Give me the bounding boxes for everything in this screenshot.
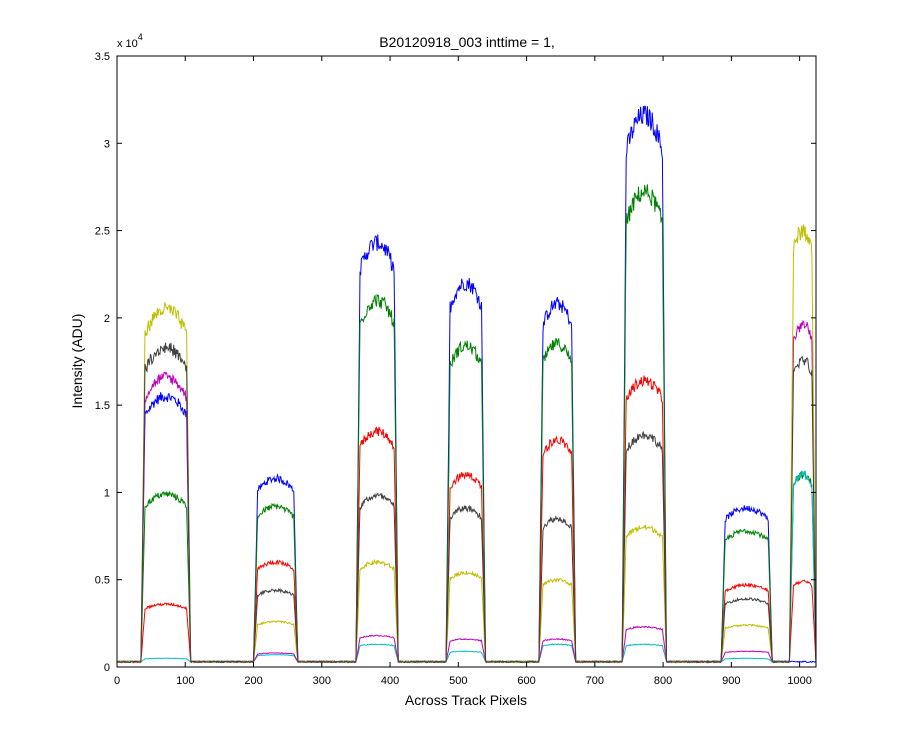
x-tick-label: 400 [381, 675, 399, 687]
series-layer [116, 105, 817, 664]
y-tick-label: 3 [104, 138, 110, 150]
x-tick-label: 300 [313, 675, 331, 687]
x-tick-label: 200 [244, 675, 262, 687]
x-tick-label: 500 [449, 675, 467, 687]
x-tick-label: 0 [114, 675, 120, 687]
y-tick-label: 3.5 [95, 51, 110, 63]
chart-title: B20120918_003 inttime = 1, [379, 34, 555, 50]
y-tick-label: 1.5 [95, 400, 110, 412]
plot-area [117, 56, 816, 667]
y-axis-label: Intensity (ADU) [69, 314, 85, 409]
series-line-5 [116, 224, 817, 664]
x-tick-label: 600 [517, 675, 535, 687]
x-tick-label: 800 [654, 675, 672, 687]
y-exponent-base: x 10 [117, 38, 138, 50]
x-tick-label: 1000 [787, 675, 811, 687]
y-tick-label: 0.5 [95, 575, 110, 587]
plot-frame [116, 55, 817, 668]
series-line-6 [116, 342, 817, 664]
y-tick-label: 2.5 [95, 226, 110, 238]
y-tick-label: 1 [104, 487, 110, 499]
y-exponent-label: x 104 [117, 32, 143, 50]
y-tick-label: 2 [104, 313, 110, 325]
x-tick-label: 100 [176, 675, 194, 687]
y-exponent-power: 4 [138, 32, 143, 42]
x-axis-label: Across Track Pixels [405, 692, 527, 708]
ticks-layer: 0 100 200 300 400 500 600 700 800 900 1000 0 0.5 1 1.5… [95, 51, 816, 687]
y-tick-label: 0 [104, 662, 110, 674]
x-tick-label: 700 [586, 675, 604, 687]
x-tick-label: 900 [722, 675, 740, 687]
